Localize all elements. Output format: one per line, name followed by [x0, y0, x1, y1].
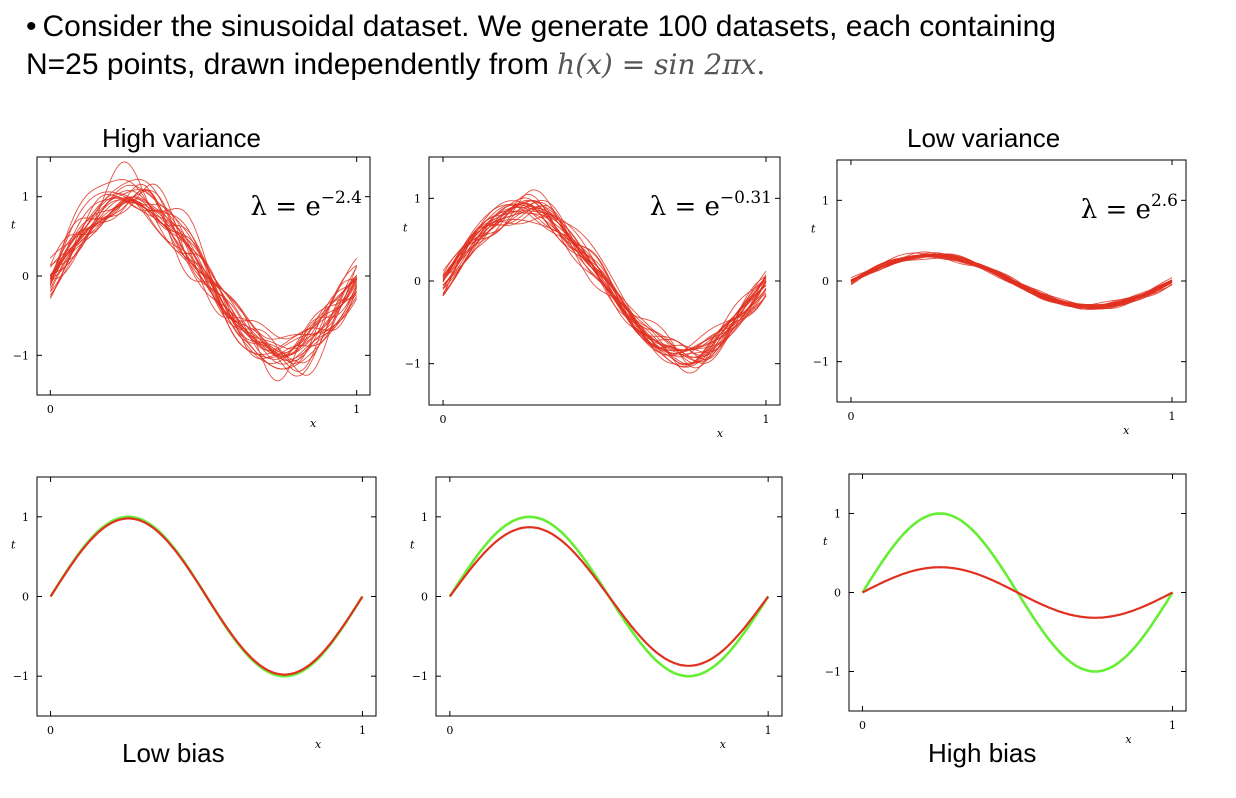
fit-curve	[50, 178, 357, 362]
x-tick-label: 1	[765, 724, 772, 737]
lambda-base: λ = e	[650, 192, 720, 222]
fit-curve	[850, 255, 1173, 309]
y-tick-label: 0	[414, 275, 421, 288]
fit-curve	[850, 253, 1173, 310]
y-axis-label: t	[11, 218, 16, 231]
fit-curve	[49, 199, 358, 365]
fit-curve	[49, 199, 358, 340]
x-tick-label: 0	[47, 724, 54, 737]
fit-curve	[50, 183, 357, 376]
formula-end: .	[756, 48, 766, 81]
x-axis-label: x	[1123, 424, 1130, 437]
y-axis-label: t	[403, 221, 408, 234]
y-axis-label: t	[823, 535, 828, 548]
y-axis-label: t	[410, 539, 415, 552]
y-tick-label: −1	[825, 666, 841, 679]
x-tick-label: 1	[353, 403, 360, 416]
fit-curve	[442, 202, 767, 368]
y-tick-label: 1	[22, 191, 29, 204]
caption-low-variance: Low variance	[907, 123, 1061, 153]
intro-line-1: • Consider the sinusoidal dataset. We gen…	[26, 8, 1216, 46]
x-axis-label: x	[1125, 733, 1132, 746]
caption-high-bias: High bias	[928, 738, 1037, 768]
fit-curve	[442, 210, 767, 351]
y-tick-label: 0	[22, 270, 29, 283]
chart-top-middle: −1 0 1 0 1 t x λ = e−0.31	[403, 156, 781, 440]
x-tick-label: 1	[762, 413, 769, 426]
y-tick-label: 1	[414, 192, 421, 205]
y-tick-label: 0	[834, 587, 841, 600]
y-tick-label: −1	[405, 358, 421, 371]
x-tick-label: 1	[1169, 410, 1176, 423]
fit-curve	[850, 255, 1173, 306]
y-axis-label: t	[11, 539, 16, 552]
chart-bottom-middle: −1 0 1 0 1 t x	[410, 476, 783, 751]
intro-line-2: N=25 points, drawn independently from h(…	[26, 46, 1216, 84]
y-tick-label: −1	[13, 670, 29, 683]
fit-curve	[49, 200, 358, 358]
chart-top-right: −1 0 1 0 1 t x λ = e2.6	[811, 159, 1187, 437]
y-tick-label: −1	[13, 349, 29, 362]
formula-eq: =	[621, 48, 646, 81]
lambda-exponent: −0.31	[720, 188, 772, 208]
x-tick-label: 0	[47, 403, 54, 416]
fit-curve	[49, 184, 358, 356]
formula: h(x) = sin 2πx.	[557, 48, 765, 81]
lambda-annotation: λ = e−0.31	[650, 188, 772, 222]
intro-text: • Consider the sinusoidal dataset. We gen…	[26, 8, 1216, 84]
x-tick-label: 0	[446, 724, 453, 737]
lambda-annotation: λ = e2.6	[1081, 191, 1178, 225]
fit-curve	[442, 204, 767, 356]
bullet: •	[26, 10, 37, 43]
lambda-base: λ = e	[1081, 195, 1151, 225]
average-fit-curve	[49, 517, 364, 676]
y-tick-label: −1	[412, 670, 428, 683]
lambda-exponent: −2.4	[321, 188, 362, 208]
y-axis-label: t	[811, 223, 816, 236]
fit-curve	[49, 201, 358, 357]
y-tick-label: 1	[22, 511, 29, 524]
x-tick-label: 0	[859, 719, 866, 732]
fit-curve	[850, 254, 1173, 308]
lambda-annotation: λ = e−2.4	[251, 188, 362, 222]
y-tick-label: 1	[421, 511, 428, 524]
fit-curve	[442, 200, 767, 354]
fit-curve	[50, 188, 357, 372]
fit-curve	[442, 193, 767, 374]
average-fit-curve	[448, 526, 770, 667]
intro-line-1-text: Consider the sinusoidal dataset. We gene…	[42, 10, 1056, 43]
y-tick-label: 0	[421, 591, 428, 604]
fit-curve	[442, 202, 767, 366]
formula-rhs: sin 2πx	[654, 48, 757, 81]
fit-curve	[442, 206, 767, 351]
formula-lhs: h(x)	[557, 48, 613, 81]
chart-bottom-right: −1 0 1 0 1 t x	[823, 473, 1187, 746]
x-axis-label: x	[717, 427, 724, 440]
x-tick-label: 0	[847, 410, 854, 423]
y-tick-label: 0	[22, 591, 29, 604]
y-tick-label: 1	[834, 508, 841, 521]
caption-high-variance: High variance	[102, 123, 261, 153]
y-tick-label: 1	[822, 194, 829, 207]
fit-curve	[442, 189, 767, 369]
x-axis-label: x	[315, 738, 322, 751]
x-tick-label: 0	[440, 413, 447, 426]
caption-low-bias: Low bias	[122, 738, 225, 768]
y-tick-label: 0	[822, 275, 829, 288]
x-axis-label: x	[310, 417, 317, 430]
intro-line-2-text: N=25 points, drawn independently from	[26, 48, 549, 81]
fit-curve	[442, 204, 767, 365]
lambda-base: λ = e	[251, 192, 321, 222]
fit-curve	[49, 189, 358, 377]
x-tick-label: 1	[359, 724, 366, 737]
x-tick-label: 1	[1169, 719, 1176, 732]
average-fit-curve	[862, 566, 1173, 619]
lambda-exponent: 2.6	[1151, 191, 1178, 211]
x-axis-label: x	[720, 738, 727, 751]
fit-curve	[49, 191, 358, 355]
y-tick-label: −1	[813, 356, 829, 369]
chart-top-left: −1 0 1 0 1 t x λ = e−2.4	[11, 156, 371, 430]
chart-bottom-left: −1 0 1 0 1 t x	[11, 476, 377, 751]
